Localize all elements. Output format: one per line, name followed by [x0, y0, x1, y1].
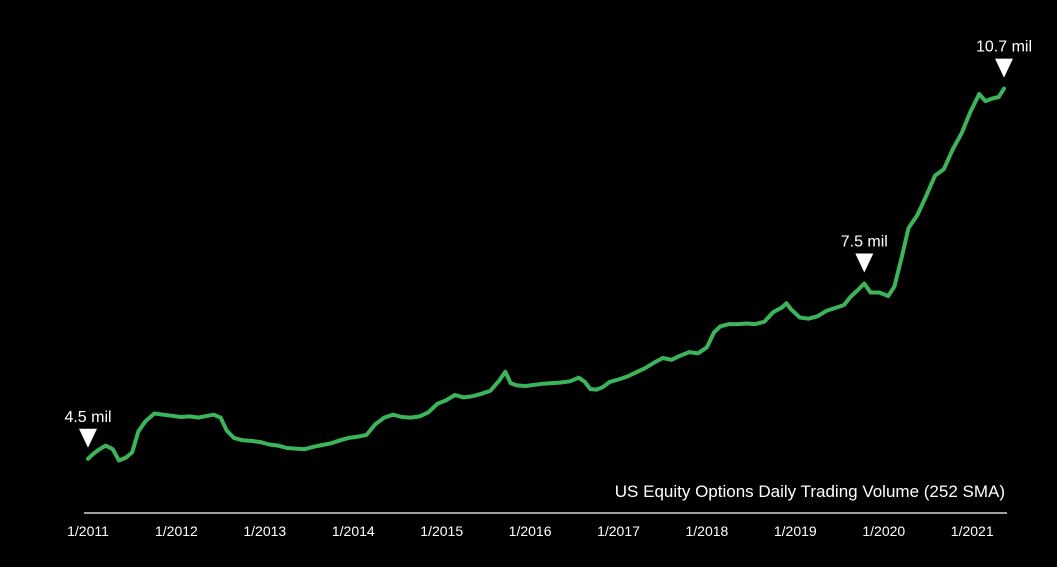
x-tick-label: 1/2012: [155, 523, 198, 539]
series-line: [86, 86, 1006, 463]
annotations: 4.5 mil 7.5 mil 10.7 mil: [64, 39, 1032, 448]
annotation-marker: [79, 428, 97, 448]
annotation-label: 4.5 mil: [64, 409, 111, 426]
annotation-marker: [855, 253, 874, 273]
x-tick-label: 1/2018: [685, 523, 728, 539]
annotation-label: 7.5 mil: [841, 234, 888, 251]
x-tick-label: 1/2013: [243, 523, 286, 539]
chart-title: US Equity Options Daily Trading Volume (…: [615, 482, 1005, 501]
x-tick-label: 1/2014: [332, 523, 375, 539]
x-tick-label: 1/2020: [862, 523, 905, 539]
annotation-marker: [995, 58, 1013, 78]
x-tick-label: 1/2016: [509, 523, 552, 539]
x-tick-label: 1/2019: [774, 523, 817, 539]
x-tick-label: 1/2017: [597, 523, 640, 539]
x-tick-label: 1/2021: [951, 523, 994, 539]
x-tick-label: 1/2011: [67, 523, 109, 539]
annotation-label: 10.7 mil: [976, 39, 1032, 56]
x-axis-ticks: 1/2011 1/2012 1/2013 1/2014 1/2015 1/2016 1/20…: [67, 523, 994, 539]
x-tick-label: 1/2015: [420, 523, 463, 539]
